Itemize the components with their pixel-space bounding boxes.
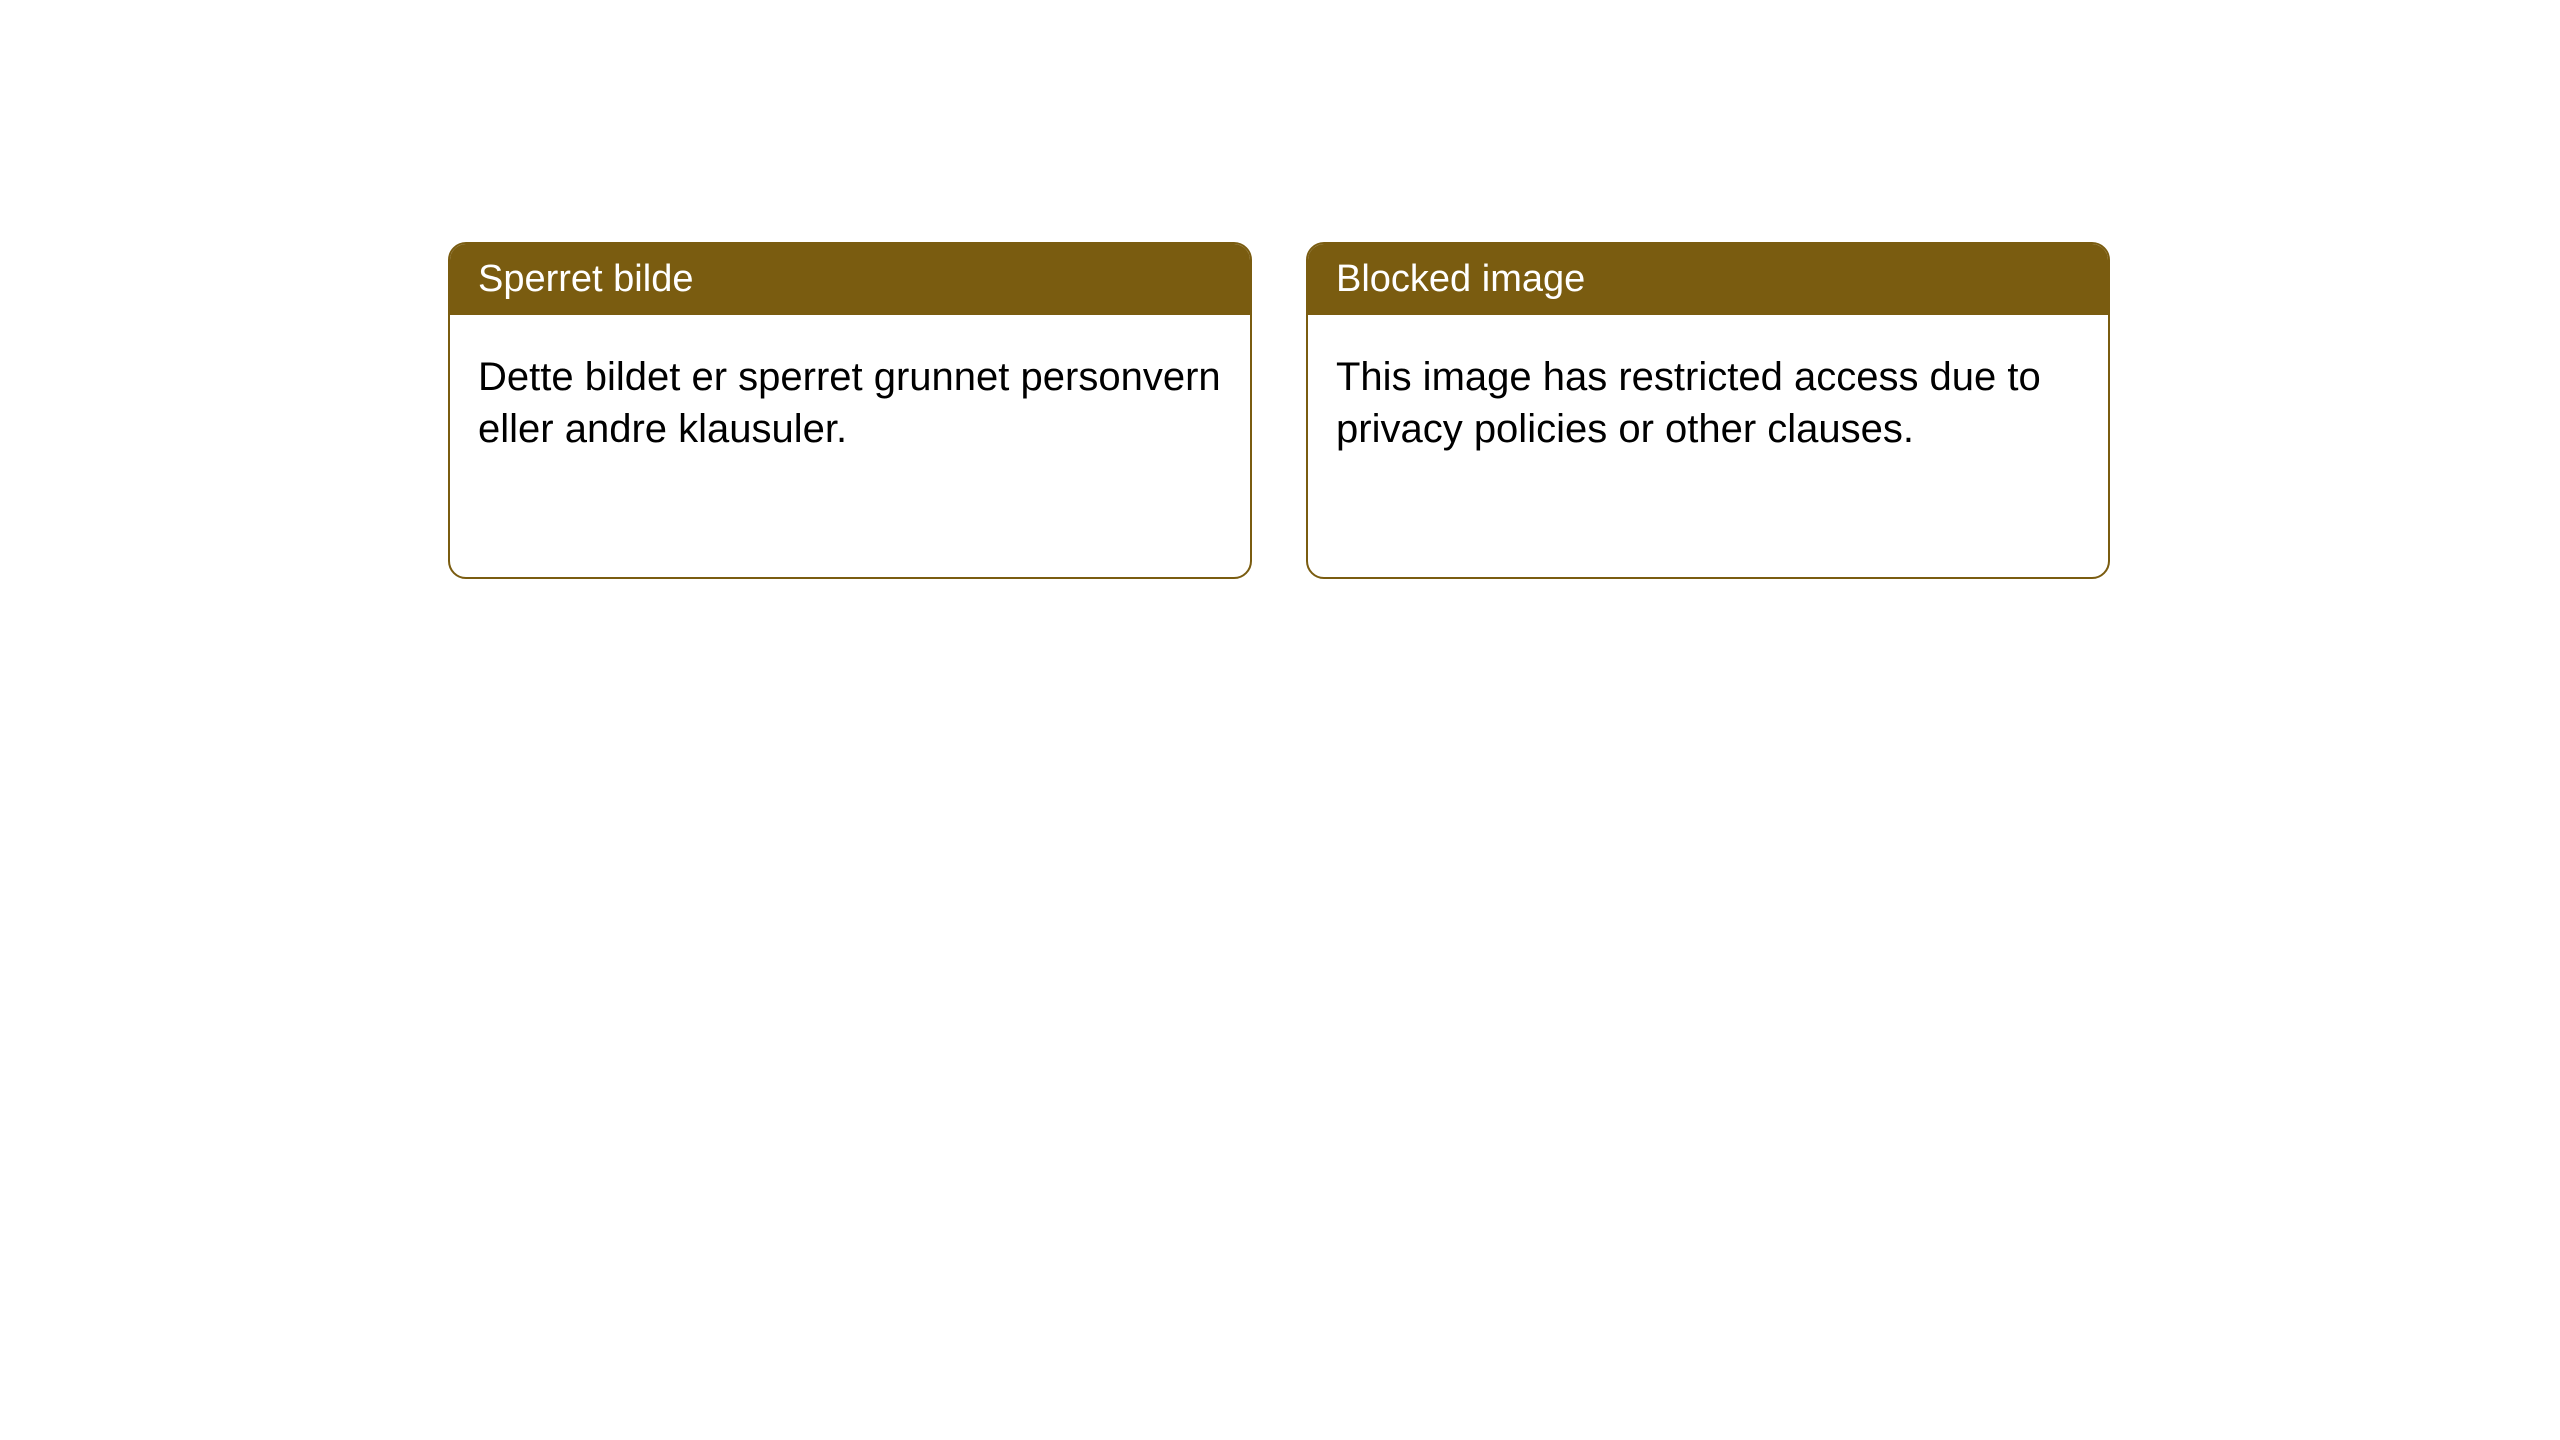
notice-cards-container: Sperret bilde Dette bildet er sperret gr… xyxy=(448,242,2110,579)
card-body: Dette bildet er sperret grunnet personve… xyxy=(450,315,1250,491)
card-header: Sperret bilde xyxy=(450,244,1250,315)
notice-card-english: Blocked image This image has restricted … xyxy=(1306,242,2110,579)
card-body: This image has restricted access due to … xyxy=(1308,315,2108,491)
notice-card-norwegian: Sperret bilde Dette bildet er sperret gr… xyxy=(448,242,1252,579)
card-header: Blocked image xyxy=(1308,244,2108,315)
